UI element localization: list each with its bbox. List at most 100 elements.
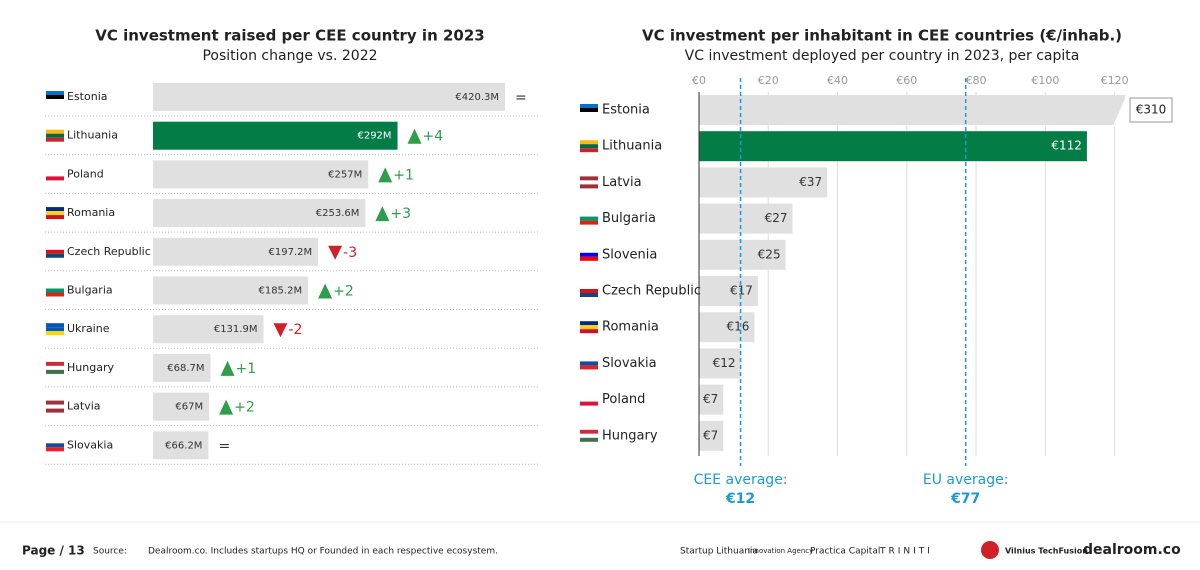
flag-stripe [46,99,64,103]
category-label: Romania [67,206,115,219]
flag-stripe [46,408,64,413]
bar [699,203,793,234]
up-arrow [318,283,333,299]
value-label: €12 [713,356,736,370]
flag-stripe [580,325,598,330]
flag-stripe [580,437,598,442]
bar [699,276,758,306]
x-tick-label: €0 [692,74,706,87]
logo: Startup Lithuania [680,547,758,557]
up-arrow [219,399,234,415]
bar [699,312,755,343]
bar [153,83,505,111]
bar [153,392,210,421]
right-title: VC investment per inhabitant in CEE coun… [642,27,1122,45]
flag-stripe [580,140,598,145]
flag-stripe [580,148,598,153]
category-label: Latvia [602,175,642,190]
down-arrow [273,323,288,338]
bar [699,95,1125,125]
flag-stripe [46,323,64,328]
category-label: Ukraine [67,322,110,335]
reference-label: EU average: [923,472,1009,488]
value-label: €197.2M [269,247,313,258]
flag-stripe [580,401,598,406]
category-label: Czech Republic [602,284,701,299]
up-arrow [407,128,422,144]
bar [153,276,309,305]
source-label: Source: [93,547,127,557]
value-label: €25 [758,247,781,261]
value-label: €66.2M [165,440,202,451]
value-label: €257M [328,169,362,180]
flag-stripe [580,184,598,189]
bar [153,353,211,382]
flag-stripe [580,104,598,108]
flag-stripe [580,252,598,257]
category-label: Lithuania [602,139,662,154]
x-tick-label: €100 [1031,74,1059,87]
flag-stripe [46,404,64,409]
value-label: €292M [357,131,391,142]
x-tick-label: €60 [896,74,917,87]
flag-stripe [580,429,598,434]
reference-value: €12 [725,491,755,507]
down-arrow [328,245,343,260]
reference-value: €77 [950,491,980,507]
flag-stripe [580,108,598,112]
flag-stripe [580,144,598,149]
flag-stripe [46,95,64,99]
position-change: -2 [288,322,302,338]
logo: TRINITI [879,547,933,557]
logo-icon [981,541,999,559]
flag-stripe [580,176,598,181]
category-label: Slovenia [602,247,657,262]
left-title: VC investment raised per CEE country in … [95,27,484,45]
flag-stripe [46,439,64,444]
bar [699,420,724,451]
flag-stripe [580,365,598,370]
flag-stripe [580,321,598,326]
flag-stripe [580,393,598,398]
flag-stripe [46,331,64,336]
flag-stripe [46,327,64,332]
category-label: Lithuania [67,129,118,142]
flag-stripe [580,433,598,438]
flag-stripe [580,256,598,261]
flag-stripe [46,168,64,173]
flag-stripe [46,172,64,177]
value-label: €7 [703,392,718,406]
category-label: Estonia [67,90,108,103]
position-change: +2 [234,400,255,416]
flag-stripe [580,361,598,366]
flag-stripe [46,137,64,142]
flag-stripe [46,369,64,374]
category-label: Hungary [602,428,658,443]
flag-stripe [46,245,64,250]
value-label: €420.3M [455,92,499,103]
value-label: €27 [765,211,788,225]
flag-stripe [46,215,64,220]
up-arrow [375,206,390,222]
value-label: €67M [175,402,203,413]
position-change: = [515,90,527,106]
value-label: €7 [703,428,718,442]
flag-stripe [46,284,64,289]
value-label: €17 [730,284,753,298]
flag-stripe [580,289,598,293]
bar [153,121,398,150]
value-label: €16 [727,320,750,334]
flag-stripe [46,91,64,95]
flag-stripe [46,249,64,254]
flag-stripe [46,447,64,452]
reference-label: CEE average: [694,472,788,488]
up-arrow [378,167,393,183]
logo: dealroom.co [1083,542,1181,558]
position-change: +1 [236,361,257,377]
category-label: Bulgaria [67,284,113,297]
flag-stripe [46,253,64,258]
flag-stripe [580,329,598,334]
source: Dealroom.co. Includes startups HQ or Fou… [148,547,498,557]
value-label: €68.7M [167,363,204,374]
bar [699,131,1087,162]
